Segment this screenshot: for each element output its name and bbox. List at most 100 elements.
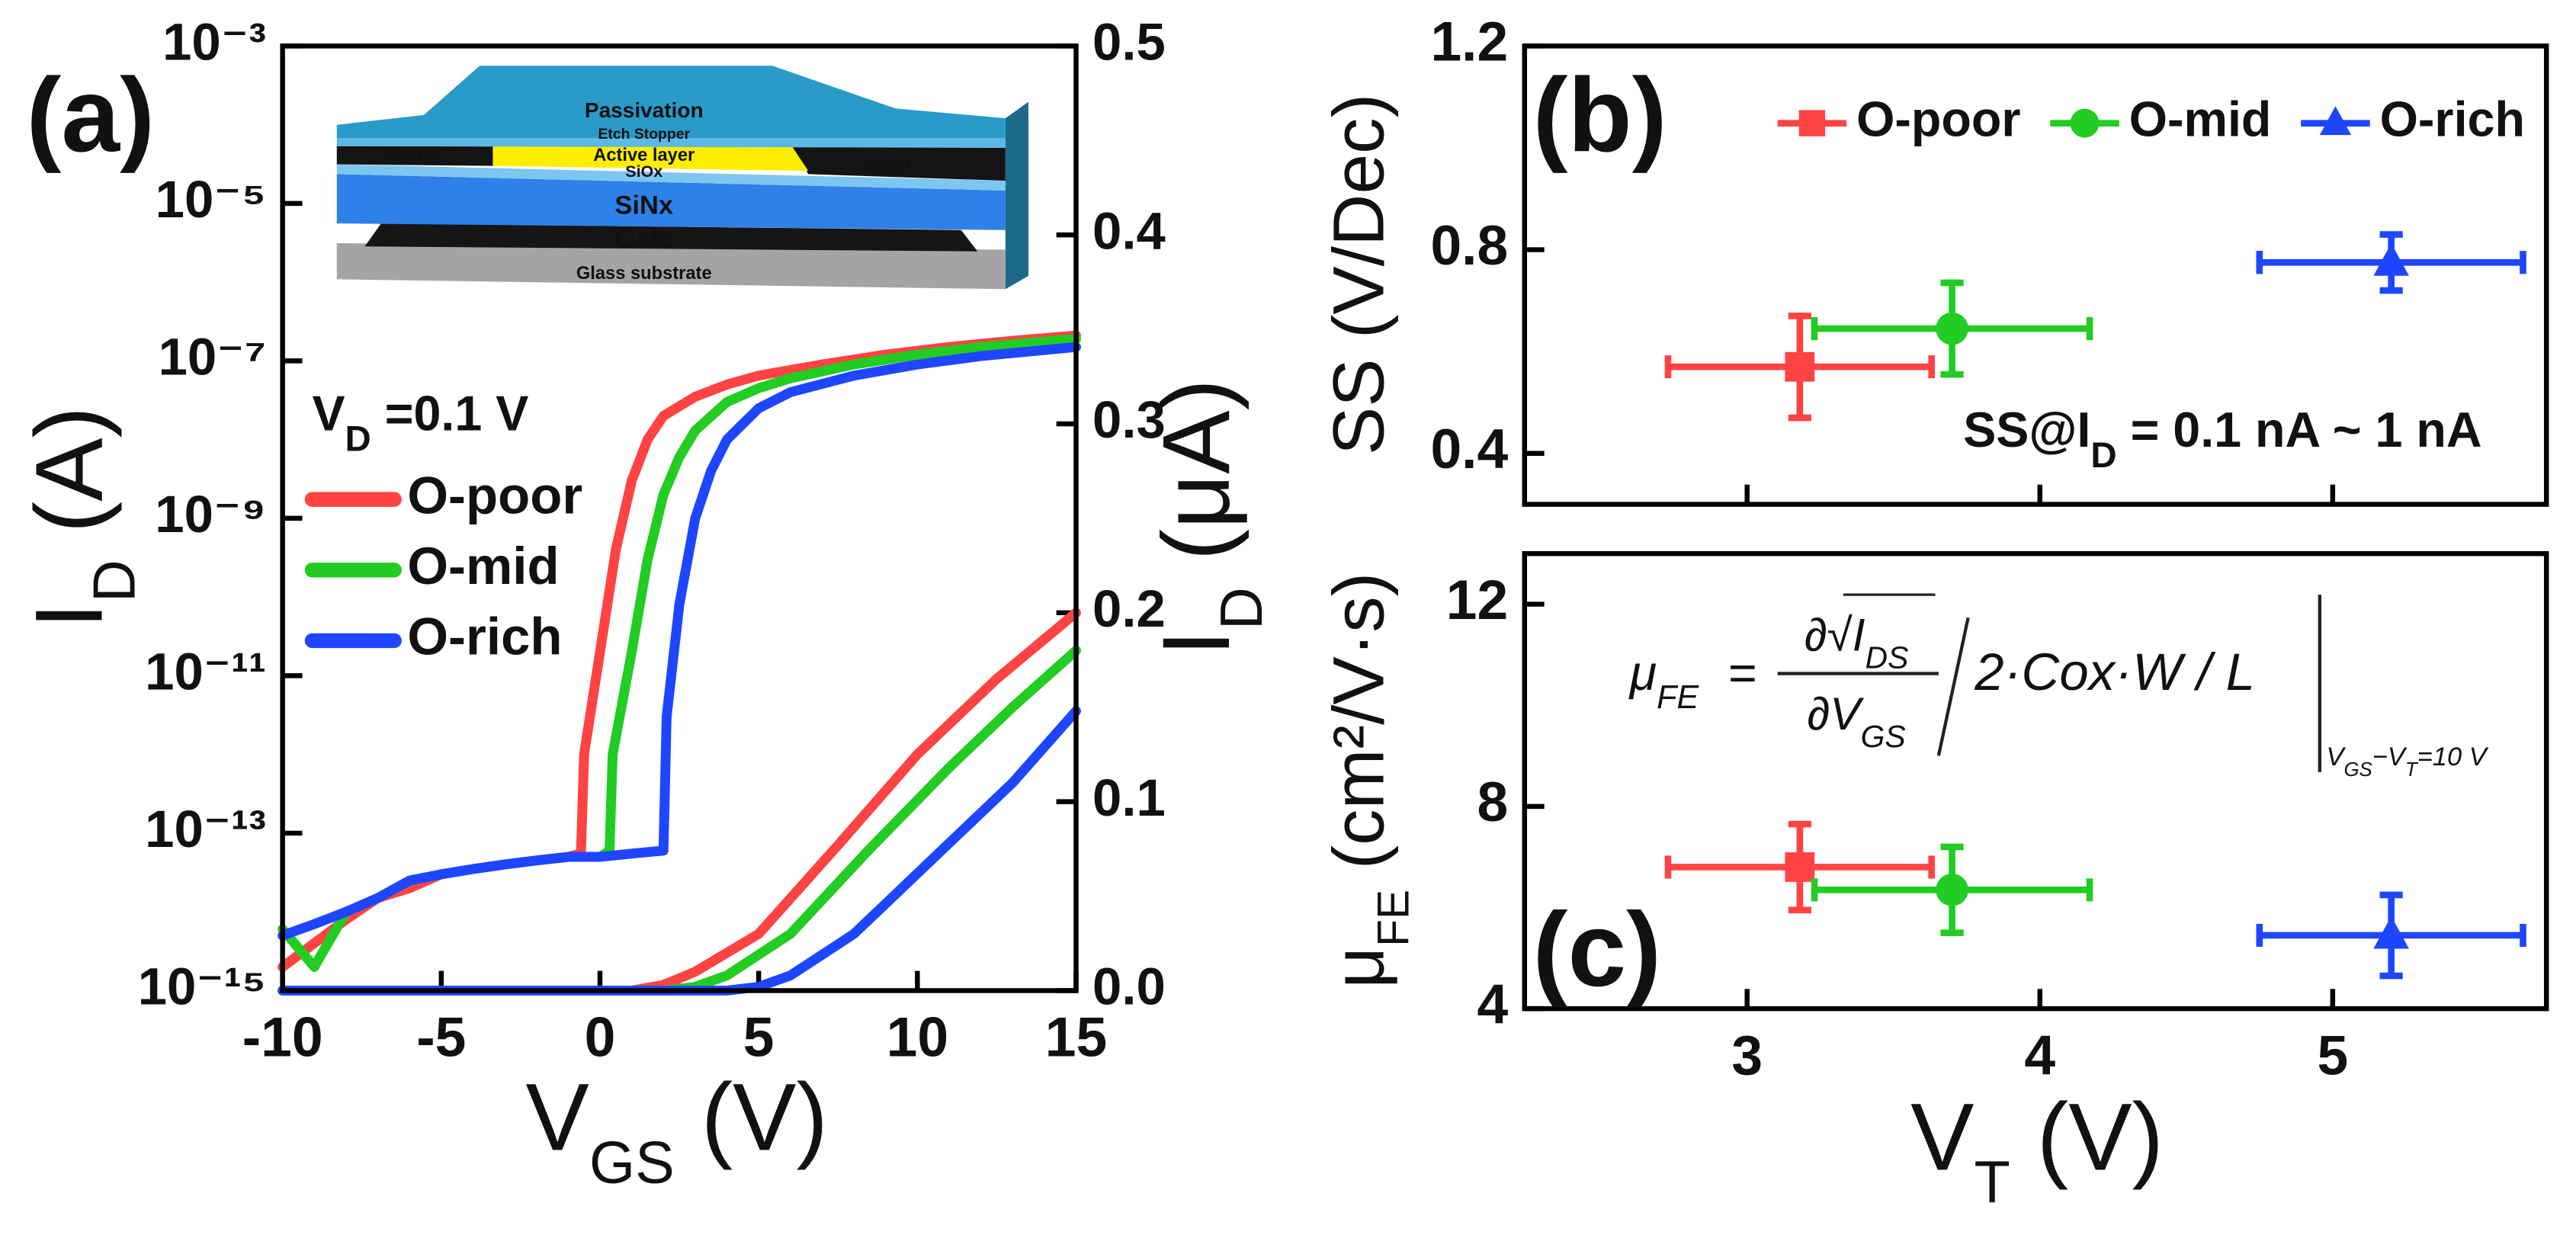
annotation: SS@ID = 0.1 nA ~ 1 nA xyxy=(1963,402,2481,476)
inset-label: SiNx xyxy=(614,191,673,220)
formula-condition-part: GS xyxy=(2343,759,2372,781)
y-axis-label: μFE (cm²/V·s) xyxy=(1318,572,1417,989)
y2-tick-label: 0.1 xyxy=(1092,768,1166,827)
y-axis-label-part: D xyxy=(82,560,148,602)
x-axis-label-part: (V) xyxy=(2010,1084,2164,1190)
inset-drain xyxy=(791,146,1006,181)
panel-label: (c) xyxy=(1533,891,1662,1009)
legend-label: O-rich xyxy=(407,608,562,666)
device-inset: Passivation Etch Stopper Active layer Si… xyxy=(336,66,1029,290)
y-axis-label-part: (cm²/V·s) xyxy=(1318,572,1399,890)
inset-side xyxy=(1005,101,1029,290)
marker xyxy=(1785,852,1815,882)
y-tick-label: 4 xyxy=(1477,973,1509,1036)
x-axis-label-part: V xyxy=(526,1064,589,1170)
marker xyxy=(2373,243,2409,276)
y-axis-label-part: SS (V/Dec) xyxy=(1318,94,1399,455)
formula-lhs-part: FE xyxy=(1657,679,1699,716)
inset-glass xyxy=(336,242,1006,290)
inset-source xyxy=(336,146,493,166)
legend-label: O-mid xyxy=(2129,91,2272,147)
x-tick-label: 4 xyxy=(2024,1024,2055,1086)
x-tick-label: 3 xyxy=(1731,1024,1763,1086)
x-tick-label: -5 xyxy=(416,1006,466,1069)
y-tick-label: 10⁻³ xyxy=(162,13,266,72)
formula-numerator-part: ∂√I xyxy=(1804,608,1865,660)
formula-rhs: 2·Cox·W / L xyxy=(1974,643,2255,701)
marker xyxy=(2319,106,2352,136)
y-tick-label: 12 xyxy=(1446,569,1508,631)
y-tick-label: 10⁻¹³ xyxy=(145,800,266,858)
x-tick-label: 5 xyxy=(2317,1024,2348,1086)
formula-condition: VGS−VT=10 V xyxy=(2326,742,2488,781)
marker xyxy=(1785,351,1815,382)
y-tick-label: 10⁻⁷ xyxy=(159,328,267,386)
y-axis-label: SS (V/Dec) xyxy=(1318,94,1399,455)
inset-passivation xyxy=(336,66,1006,139)
inset-siox xyxy=(336,164,1006,191)
inset-label: Passivation xyxy=(585,98,704,122)
y-axis-label-part: FE xyxy=(1368,890,1418,947)
plot-frame xyxy=(1522,43,2549,507)
plot-frame xyxy=(1522,550,2549,1012)
formula-slash xyxy=(1936,617,1970,756)
x-axis-label-part: V xyxy=(1910,1084,1974,1190)
y2-axis-label: ID (μA) xyxy=(1144,379,1275,656)
marker xyxy=(1798,110,1826,136)
y2-axis-label-part: (μA) xyxy=(1144,379,1250,587)
inset-label: Glass substrate xyxy=(576,264,712,284)
x-tick-label: 0 xyxy=(585,1006,616,1069)
x-axis-label: VGS (V) xyxy=(526,1064,829,1195)
y2-tick-label: 0.2 xyxy=(1092,579,1166,638)
x-tick-label: 15 xyxy=(1045,1006,1107,1069)
formula-lhs-part: μ xyxy=(1628,645,1657,701)
data-line xyxy=(277,330,1081,972)
marker xyxy=(1936,312,1968,345)
annotation-part: V xyxy=(312,386,345,441)
inset-label: Active layer xyxy=(593,146,695,165)
inset-active xyxy=(492,146,809,172)
panel-label: (a) xyxy=(26,56,155,174)
marker xyxy=(2070,108,2100,138)
y-axis-label-part: I xyxy=(17,602,123,629)
legend-label: O-mid xyxy=(407,537,559,595)
x-axis-label-part: T xyxy=(1975,1150,2010,1215)
formula-condition-part: T xyxy=(2405,759,2419,781)
y-tick-label: 0.8 xyxy=(1430,214,1508,277)
x-axis-label-part: GS xyxy=(589,1130,675,1195)
inset-label: Etch Stopper xyxy=(598,126,690,143)
formula-numerator-part: DS xyxy=(1865,640,1909,675)
marker xyxy=(2373,916,2409,949)
marker xyxy=(1936,873,1968,906)
legend-label: O-poor xyxy=(407,466,582,524)
y-tick-label: 1.2 xyxy=(1430,11,1508,73)
formula-eq: = xyxy=(1728,645,1757,701)
formula-condition-part: V xyxy=(2326,742,2346,771)
inset-etch-stopper xyxy=(336,138,1006,148)
formula-lhs: μFE xyxy=(1628,645,1700,716)
annotation-part: D xyxy=(345,419,371,459)
x-axis-label: VT (V) xyxy=(1910,1084,2164,1215)
y-tick-label: 0.4 xyxy=(1430,418,1508,480)
y2-tick-label: 0.4 xyxy=(1092,201,1166,260)
inset-label: SiOx xyxy=(625,162,662,181)
annotation-part: D xyxy=(2090,435,2116,476)
panel-label: (b) xyxy=(1533,56,1667,174)
legend-label: O-poor xyxy=(1856,91,2020,147)
y2-tick-label: 0.5 xyxy=(1092,13,1166,72)
inset-gate xyxy=(364,223,978,252)
x-tick-label: -10 xyxy=(242,1006,323,1069)
data-line xyxy=(277,342,1081,941)
inset-label: Drain xyxy=(864,156,910,175)
plot-frame xyxy=(280,43,1079,993)
inset-label: Source xyxy=(387,144,442,162)
y-tick-label: 8 xyxy=(1477,771,1509,833)
annotation-part: =0.1 V xyxy=(371,386,529,441)
y-axis-label: ID (A) xyxy=(17,406,148,629)
y2-axis-label-part: D xyxy=(1209,587,1275,630)
formula-denominator-part: ∂V xyxy=(1808,688,1865,739)
y2-tick-label: 0.0 xyxy=(1092,957,1166,1016)
y-tick-label: 10⁻⁵ xyxy=(156,170,266,229)
